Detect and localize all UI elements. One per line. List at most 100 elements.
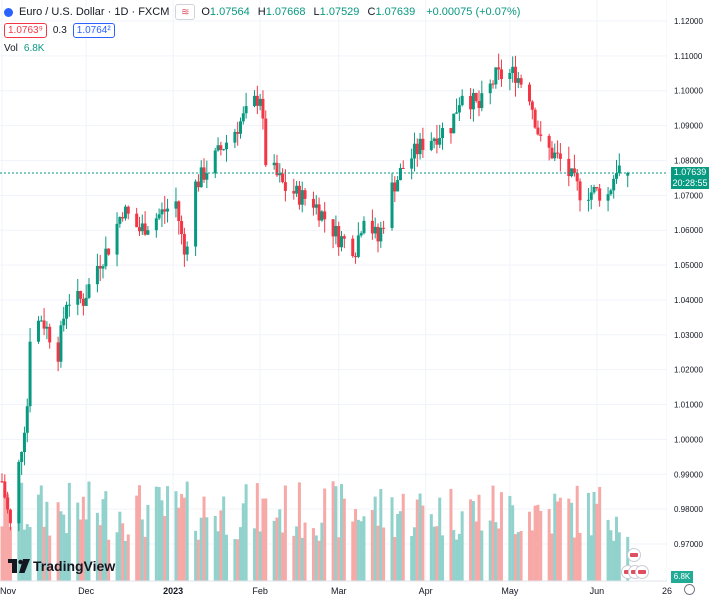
- volume-legend[interactable]: Vol 6.8K: [4, 43, 44, 54]
- candle-body: [233, 131, 237, 143]
- sell-price-button[interactable]: 1.0763⁹: [4, 23, 47, 38]
- candle-body: [370, 220, 374, 234]
- candle-body: [477, 100, 481, 109]
- candle-body: [570, 168, 574, 177]
- candle-body: [432, 138, 436, 142]
- candle-body: [20, 451, 24, 462]
- candle-body: [272, 162, 276, 166]
- candle-body: [174, 201, 178, 209]
- price-tick-label: 0.97000: [674, 540, 703, 549]
- volume-bar: [121, 523, 125, 581]
- candle-body: [87, 284, 91, 298]
- brand-name: TradingView: [33, 558, 116, 574]
- candle-body: [410, 158, 414, 169]
- candle-body: [460, 95, 464, 106]
- candle-body: [126, 206, 130, 214]
- candle-body: [340, 236, 344, 248]
- candle-body: [39, 320, 43, 322]
- candle-body: [379, 227, 383, 242]
- volume-bar: [438, 497, 442, 581]
- candle-body: [614, 173, 618, 179]
- compare-icon[interactable]: ≋: [175, 4, 196, 20]
- candle-body: [264, 118, 268, 166]
- candle-body: [295, 185, 299, 194]
- volume-bar: [572, 537, 576, 581]
- candle-body: [98, 265, 102, 269]
- candle-body: [17, 461, 21, 524]
- volume-bar: [300, 537, 304, 581]
- volume-bar: [342, 498, 346, 581]
- volume-bar: [539, 510, 543, 581]
- volume-bar: [432, 526, 436, 581]
- candle-body: [511, 66, 515, 74]
- bar-countdown: 20:28:55: [672, 178, 708, 188]
- candle-body: [415, 143, 419, 155]
- volume-bar: [477, 494, 481, 581]
- candle-body: [390, 182, 394, 228]
- candle-body: [255, 95, 259, 106]
- volume-bar: [146, 504, 150, 581]
- volume-bar: [216, 531, 220, 581]
- volume-bar: [283, 485, 287, 581]
- candle-body: [452, 113, 456, 134]
- settings-icon[interactable]: [684, 584, 695, 595]
- volume-bar: [25, 524, 29, 581]
- candle-body: [244, 106, 248, 114]
- volume-bar: [261, 498, 265, 581]
- volume-bar: [196, 539, 200, 581]
- volume-bar: [20, 482, 24, 581]
- volume-bar: [488, 520, 492, 581]
- economic-event-icon[interactable]: [635, 565, 649, 579]
- volume-bar: [519, 531, 523, 581]
- volume-bar: [614, 516, 618, 581]
- candle-body: [154, 218, 158, 231]
- candle-body: [6, 497, 10, 510]
- candle-body: [3, 481, 7, 498]
- volume-bar: [275, 517, 279, 581]
- candle-body: [140, 223, 144, 232]
- volume-bar: [379, 489, 383, 581]
- volume-bar: [295, 526, 299, 581]
- candle-body: [283, 182, 287, 191]
- volume-bar: [76, 502, 80, 581]
- candle-body: [354, 256, 358, 258]
- volume-bar: [166, 486, 170, 581]
- candle-body: [553, 152, 557, 159]
- candle-body: [202, 167, 206, 180]
- time-axis[interactable]: Nov Dec 2023 Feb Mar Apr May Jun 26: [0, 580, 672, 596]
- symbol-title[interactable]: Euro / U.S. Dollar · 1D · FXCM: [19, 6, 170, 18]
- price-axis[interactable]: 1.12000 1.11000 1.10000 1.09000 1.08000 1.070…: [667, 0, 710, 600]
- volume-bar: [17, 511, 21, 581]
- candle-body: [36, 320, 40, 342]
- volume-bar: [337, 537, 341, 581]
- candle-body: [396, 180, 400, 192]
- volume-bar: [224, 534, 228, 581]
- tradingview-logo[interactable]: TradingView: [8, 558, 115, 574]
- volume-value: 6.8K: [23, 43, 45, 54]
- candle-body: [118, 217, 122, 224]
- candle-body: [356, 235, 360, 257]
- price-tick-label: 0.99000: [674, 470, 703, 479]
- candle-body: [508, 73, 512, 80]
- buy-price-button[interactable]: 1.0764²: [72, 23, 115, 38]
- economic-event-icon[interactable]: [627, 548, 641, 562]
- candle-body: [412, 143, 416, 159]
- candle-body: [292, 190, 296, 194]
- volume-bar: [236, 539, 240, 581]
- volume-bar: [376, 525, 380, 581]
- candle-body: [157, 214, 161, 219]
- volume-bar: [556, 501, 560, 581]
- volume-bar: [359, 521, 363, 581]
- candle-body: [401, 167, 405, 169]
- price-tick-label: 1.09000: [674, 122, 703, 131]
- volume-bar: [258, 531, 262, 581]
- volume-bar: [0, 526, 4, 581]
- volume-bar: [177, 507, 181, 581]
- candle-body: [121, 217, 125, 219]
- volume-bar: [390, 497, 394, 581]
- candle-body: [519, 78, 523, 85]
- candle-body: [474, 92, 478, 101]
- volume-bar: [222, 496, 226, 581]
- candle-body: [123, 206, 127, 219]
